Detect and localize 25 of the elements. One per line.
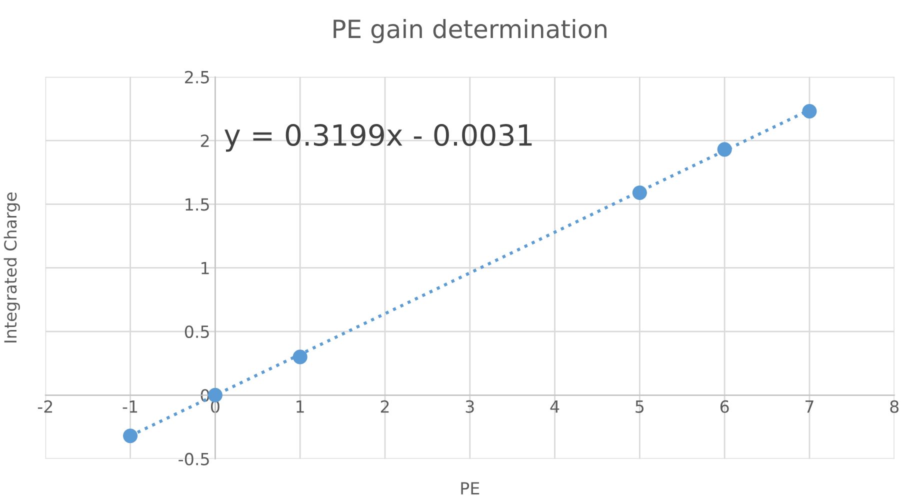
x-tick-label: 6 [720, 400, 729, 413]
x-tick-label: 7 [806, 400, 814, 413]
y-tick-label: 2 [200, 134, 209, 147]
x-tick-label: 3 [466, 400, 474, 413]
x-tick-label: 5 [636, 400, 644, 413]
point [123, 428, 138, 444]
x-tick-label: -1 [122, 400, 138, 413]
annotation: y = 0.3199x - 0.0031 [224, 124, 532, 152]
point [717, 142, 732, 157]
y-tick-label: 1 [202, 262, 209, 274]
point [632, 185, 647, 200]
y-tick-label: 0.5 [184, 325, 209, 338]
y-axis-title: Integrated Charge [4, 192, 20, 342]
y-tick-label: 1.5 [186, 198, 209, 211]
x-tick-label: 1 [296, 400, 304, 413]
y-tick-label: 2.5 [185, 70, 209, 84]
x-tick-label: 8 [890, 400, 899, 413]
x-tick-label: 4 [550, 400, 560, 413]
x-tick-label: -2 [38, 400, 52, 413]
x-tick-label: 2 [380, 400, 389, 413]
y-tick-label: -0.5 [178, 452, 209, 466]
point [292, 350, 308, 364]
x-axis-title: PE [461, 482, 480, 494]
point [802, 104, 817, 119]
chart-title: PE gain determination [334, 18, 606, 44]
